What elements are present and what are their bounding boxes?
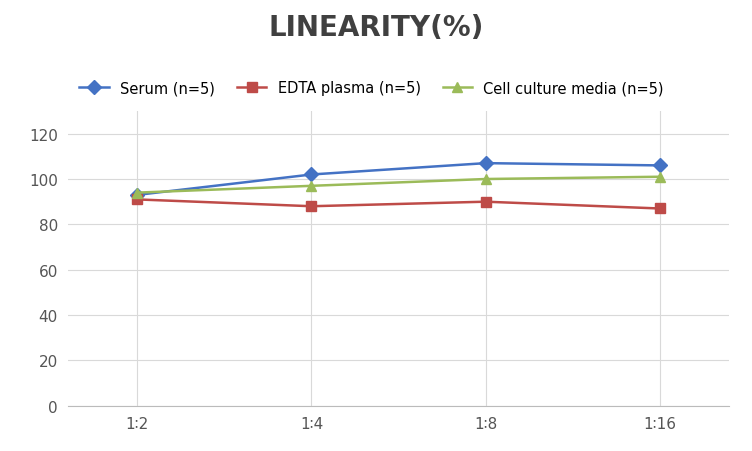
EDTA plasma (n=5): [133, 197, 142, 202]
Cell culture media (n=5): [655, 175, 664, 180]
Text: LINEARITY(%): LINEARITY(%): [268, 14, 484, 41]
EDTA plasma (n=5): [481, 199, 490, 205]
Serum (n=5): [133, 193, 142, 198]
Line: Cell culture media (n=5): Cell culture media (n=5): [132, 172, 665, 198]
EDTA plasma (n=5): [655, 206, 664, 212]
Serum (n=5): [655, 163, 664, 169]
Line: EDTA plasma (n=5): EDTA plasma (n=5): [132, 195, 665, 214]
Cell culture media (n=5): [307, 184, 316, 189]
Serum (n=5): [307, 172, 316, 178]
Line: Serum (n=5): Serum (n=5): [132, 159, 665, 200]
Legend: Serum (n=5), EDTA plasma (n=5), Cell culture media (n=5): Serum (n=5), EDTA plasma (n=5), Cell cul…: [75, 77, 669, 100]
Cell culture media (n=5): [133, 190, 142, 196]
Serum (n=5): [481, 161, 490, 166]
Cell culture media (n=5): [481, 177, 490, 182]
EDTA plasma (n=5): [307, 204, 316, 209]
